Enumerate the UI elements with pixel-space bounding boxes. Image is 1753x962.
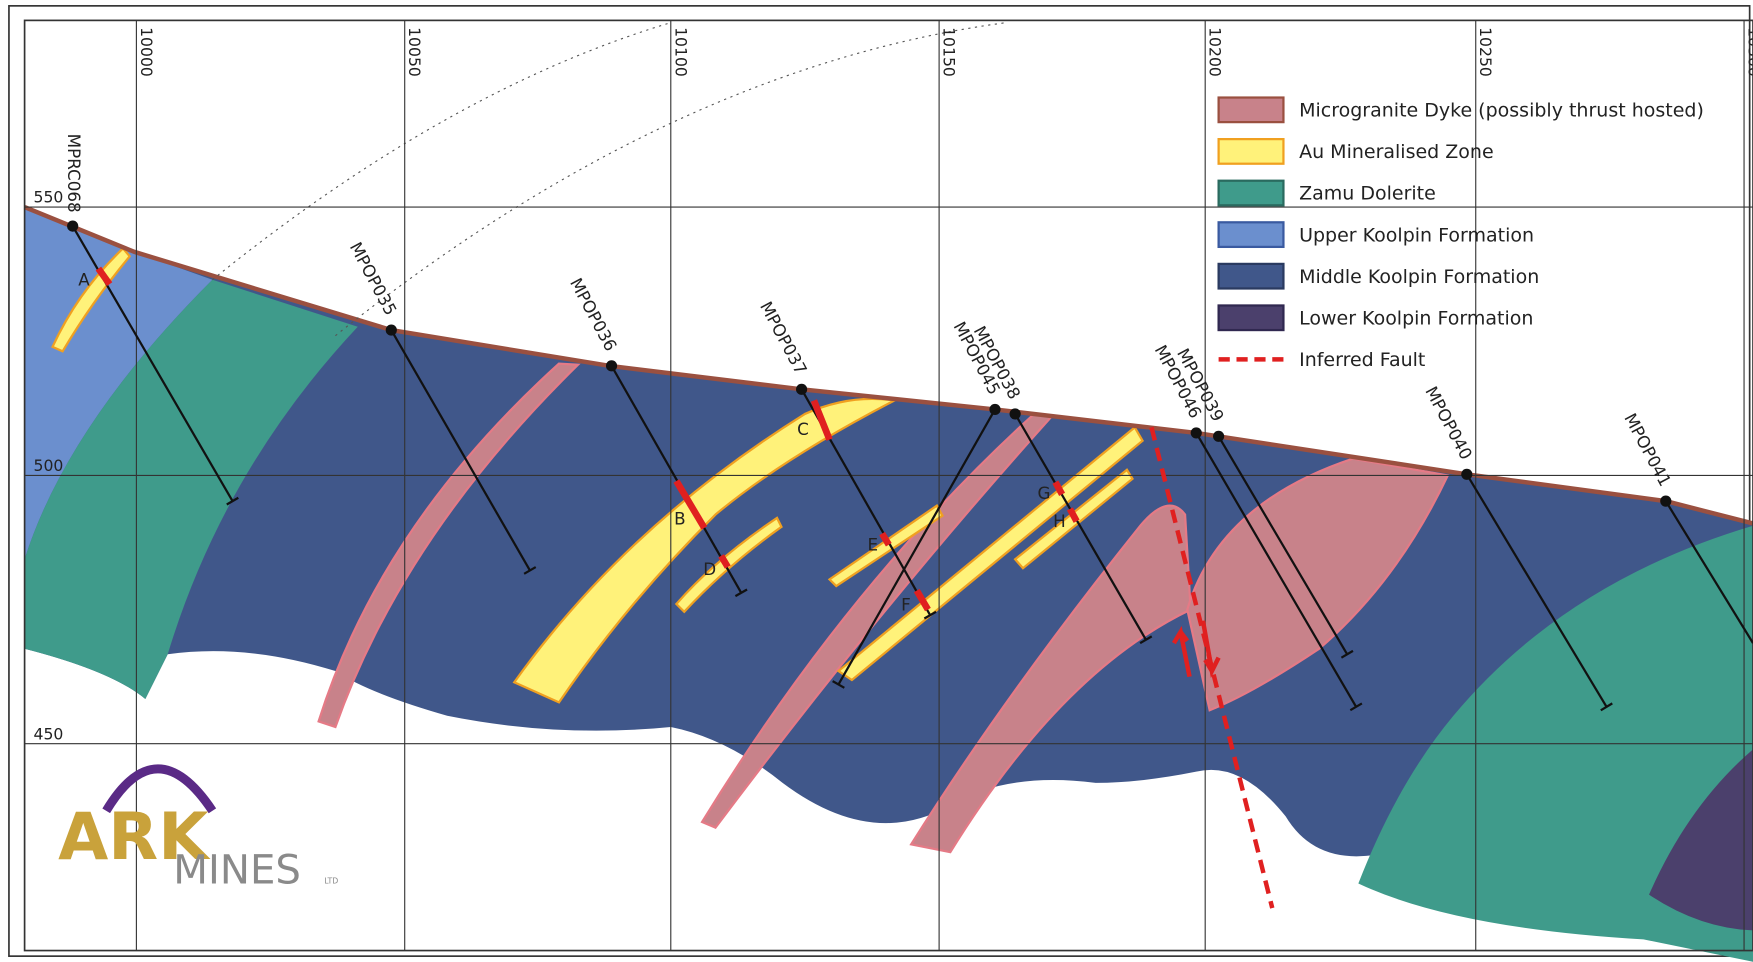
intercept [879,531,892,547]
intercept-label: B [674,509,686,529]
logo-name: ARK [58,800,211,875]
intercept [913,588,931,612]
fault-arrow [1200,620,1221,679]
collar [1213,430,1225,442]
drillhole-label: MPOP036 [566,274,621,354]
drillhole [1195,432,1358,708]
drillhole [390,329,531,571]
hole-end [832,680,845,689]
collar [1190,427,1202,439]
hole-end [1600,702,1613,712]
easting-label: 10100 [671,27,690,77]
au-zone [51,246,132,353]
hole-end [1139,635,1153,645]
intercept-label: D [703,559,716,579]
collar [1660,495,1672,507]
geology [23,22,1753,962]
legend: Microgranite Dyke (possibly thrust hoste… [1217,96,1704,371]
legend-swatch [1217,179,1285,207]
upper-koolpin [24,207,213,560]
outer-frame [8,5,1751,957]
drillhole [837,408,996,686]
drillhole [1014,413,1147,641]
logo-suffix: LTD [324,876,338,885]
fault [1149,426,1275,909]
projection-arc [212,22,671,281]
collar [385,324,397,336]
hole-end [1349,702,1363,712]
hole-end [523,566,537,575]
easting-label: 10000 [137,27,156,77]
legend-swatch [1217,262,1285,290]
dyke [1186,457,1450,712]
collar [1009,408,1021,420]
intercept-label: E [868,534,879,554]
au-zone [836,425,1145,682]
hole-end [1340,649,1354,659]
collar [1461,468,1473,480]
legend-swatch [1217,221,1285,249]
hole-end [923,610,937,620]
intercept [1066,507,1080,523]
collar [796,383,808,395]
fault-arrow [1171,625,1192,678]
legend-label: Middle Koolpin Formation [1299,266,1539,288]
hole-end [226,496,239,506]
intercept [718,554,731,569]
legend-swatch [1217,304,1285,332]
grid: 10000 10050 10100 10150 10200 10250 10300 550 50… [24,20,1753,951]
logo-arc [102,764,217,814]
legend-label: Upper Koolpin Formation [1299,224,1534,246]
easting-label: 10250 [1476,27,1495,77]
elevation-label: 450 [34,724,64,743]
drillhole [1664,500,1753,644]
legend-swatch [1217,96,1285,124]
intercept [673,479,708,530]
easting-label: 10050 [405,27,424,77]
drillhole-label: MPOP037 [756,298,811,378]
intercept-label: H [1053,511,1066,531]
legend-label: Lower Koolpin Formation [1299,307,1533,329]
intercept-label: C [797,419,809,439]
hole-end [734,588,748,598]
collar [605,360,618,372]
drillhole-label: MPOP040 [1421,383,1476,463]
dyke [317,362,581,729]
lower-koolpin [1649,749,1753,931]
drillhole [1465,473,1608,708]
legend-label: Au Mineralised Zone [1299,141,1494,163]
intercept-label: A [78,269,90,289]
elevation-label: 550 [34,188,64,207]
drillhole-label: MPRC068 [64,134,84,213]
collar [989,403,1001,416]
intercept [95,266,113,287]
intercept-label: F [901,595,911,615]
logo-subtitle: MINES [173,847,301,893]
drillhole [610,365,743,594]
fault-line [1149,426,1275,909]
legend-label: Microgranite Dyke (possibly thrust hoste… [1299,100,1704,122]
surface [23,205,1753,526]
collar [67,220,79,232]
map-frame [23,19,1753,952]
intercept [1052,480,1066,497]
intercept [810,399,833,441]
zamu-dolerite-west [24,279,358,700]
easting-label: 10150 [940,27,959,77]
legend-swatch [1217,138,1285,165]
dyke [909,504,1192,854]
intercept-label: G [1037,483,1050,503]
logo: ARK MINES LTD [58,764,338,893]
legend-label: Zamu Dolerite [1299,183,1436,205]
easting-label: 10300 [1745,27,1753,77]
legend-label: Inferred Fault [1299,349,1425,371]
drillhole-label: MPOP041 [1620,410,1675,490]
easting-label: 10200 [1206,27,1225,77]
drillhole [1217,435,1349,655]
elevation-label: 500 [34,456,64,475]
